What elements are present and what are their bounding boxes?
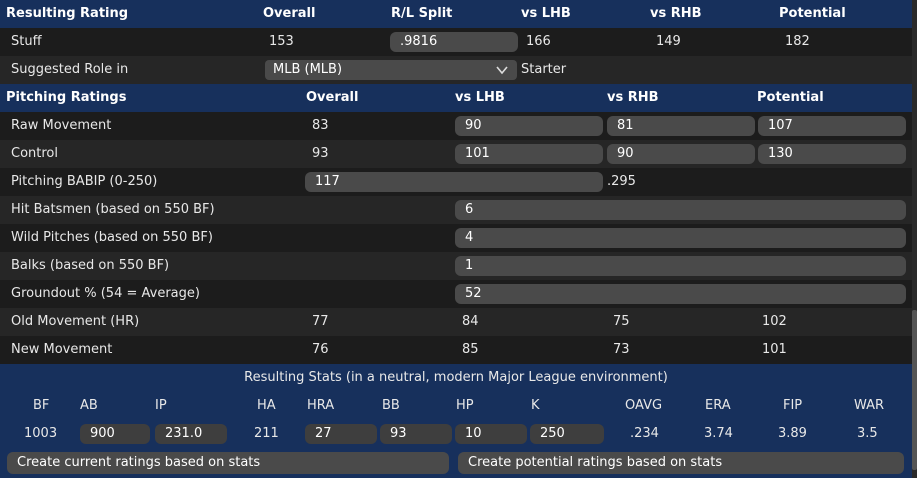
pitching-col-potential: Potential bbox=[757, 90, 824, 105]
old-movement-row: Old Movement (HR) 77 84 75 102 bbox=[0, 308, 912, 336]
raw-movement-potential[interactable]: 107 bbox=[758, 116, 906, 136]
col-vs-rhb: vs RHB bbox=[650, 6, 702, 21]
stat-value-war: 3.5 bbox=[857, 426, 878, 441]
control-potential[interactable]: 130 bbox=[758, 144, 906, 164]
stat-value-k[interactable]: 250 bbox=[530, 424, 604, 444]
control-vs-lhb[interactable]: 101 bbox=[455, 144, 603, 164]
hit-batsmen-field[interactable]: 6 bbox=[455, 200, 906, 220]
stat-value-hp[interactable]: 10 bbox=[455, 424, 527, 444]
wild-pitches-label: Wild Pitches (based on 550 BF) bbox=[11, 230, 213, 245]
groundout-label: Groundout % (54 = Average) bbox=[11, 286, 200, 301]
stat-value-ip[interactable]: 231.0 bbox=[155, 424, 227, 444]
stat-header-ip: IP bbox=[155, 398, 167, 413]
stat-header-oavg: OAVG bbox=[625, 398, 663, 413]
pitching-col-vs-lhb: vs LHB bbox=[455, 90, 505, 105]
vertical-scrollbar[interactable] bbox=[912, 0, 917, 478]
stat-value-ha: 211 bbox=[254, 426, 279, 441]
hit-batsmen-row: Hit Batsmen (based on 550 BF) 6 bbox=[0, 196, 912, 224]
balks-field[interactable]: 1 bbox=[455, 256, 906, 276]
babip-label: Pitching BABIP (0-250) bbox=[11, 174, 158, 189]
pitching-col-vs-rhb: vs RHB bbox=[607, 90, 659, 105]
balks-row: Balks (based on 550 BF) 1 bbox=[0, 252, 912, 280]
stat-header-war: WAR bbox=[854, 398, 885, 413]
new-movement-potential: 101 bbox=[762, 342, 787, 357]
babip-result: .295 bbox=[607, 174, 636, 189]
pitching-ratings-header: Pitching Ratings Overall vs LHB vs RHB P… bbox=[0, 84, 912, 112]
old-movement-vs-rhb: 75 bbox=[613, 314, 630, 329]
old-movement-overall: 77 bbox=[312, 314, 329, 329]
raw-movement-label: Raw Movement bbox=[11, 118, 112, 133]
chevron-down-icon bbox=[496, 66, 508, 75]
suggested-role-row: Suggested Role in MLB (MLB) Starter bbox=[0, 56, 912, 84]
groundout-field[interactable]: 52 bbox=[455, 284, 906, 304]
stat-value-fip: 3.89 bbox=[778, 426, 807, 441]
col-vs-lhb: vs LHB bbox=[521, 6, 571, 21]
resulting-stats-title-row: Resulting Stats (in a neutral, modern Ma… bbox=[0, 364, 912, 392]
old-movement-vs-lhb: 84 bbox=[462, 314, 479, 329]
col-overall: Overall bbox=[263, 6, 316, 21]
control-label: Control bbox=[11, 146, 58, 161]
col-rl-split: R/L Split bbox=[391, 6, 453, 21]
control-row: Control 93 101 90 130 bbox=[0, 140, 912, 168]
control-overall: 93 bbox=[312, 146, 329, 161]
stat-header-k: K bbox=[531, 398, 540, 413]
control-vs-rhb[interactable]: 90 bbox=[607, 144, 755, 164]
wild-pitches-field[interactable]: 4 bbox=[455, 228, 906, 248]
resulting-rating-header: Resulting Rating Overall R/L Split vs LH… bbox=[0, 0, 912, 28]
stat-value-oavg: .234 bbox=[630, 426, 659, 441]
scrollbar-thumb[interactable] bbox=[912, 310, 917, 470]
babip-field[interactable]: 117 bbox=[305, 172, 603, 192]
create-current-ratings-button[interactable]: Create current ratings based on stats bbox=[7, 452, 449, 474]
raw-movement-vs-rhb[interactable]: 81 bbox=[607, 116, 755, 136]
new-movement-row: New Movement 76 85 73 101 bbox=[0, 336, 912, 364]
stuff-vs-lhb: 166 bbox=[526, 34, 551, 49]
stat-header-bb: BB bbox=[382, 398, 400, 413]
stat-header-hra: HRA bbox=[307, 398, 335, 413]
stat-value-ab[interactable]: 900 bbox=[80, 424, 150, 444]
stats-header-row: BF AB IP HA HRA BB HP K OAVG ERA FIP WAR bbox=[0, 392, 912, 420]
stat-header-era: ERA bbox=[705, 398, 731, 413]
pitching-ratings-title: Pitching Ratings bbox=[6, 90, 127, 105]
new-movement-vs-rhb: 73 bbox=[613, 342, 630, 357]
stat-header-bf: BF bbox=[33, 398, 50, 413]
new-movement-label: New Movement bbox=[11, 342, 113, 357]
stat-header-fip: FIP bbox=[783, 398, 803, 413]
raw-movement-row: Raw Movement 83 90 81 107 bbox=[0, 112, 912, 140]
old-movement-potential: 102 bbox=[762, 314, 787, 329]
raw-movement-overall: 83 bbox=[312, 118, 329, 133]
pitching-col-overall: Overall bbox=[306, 90, 359, 105]
stuff-potential: 182 bbox=[785, 34, 810, 49]
raw-movement-vs-lhb[interactable]: 90 bbox=[455, 116, 603, 136]
stat-value-bb[interactable]: 93 bbox=[380, 424, 452, 444]
stat-header-ab: AB bbox=[80, 398, 98, 413]
resulting-stats-title: Resulting Stats (in a neutral, modern Ma… bbox=[244, 370, 668, 385]
new-movement-overall: 76 bbox=[312, 342, 329, 357]
wild-pitches-row: Wild Pitches (based on 550 BF) 4 bbox=[0, 224, 912, 252]
stat-header-ha: HA bbox=[257, 398, 276, 413]
stuff-row: Stuff 153 .9816 166 149 182 bbox=[0, 28, 912, 56]
league-select-value: MLB (MLB) bbox=[273, 62, 343, 77]
babip-row: Pitching BABIP (0-250) 117 .295 bbox=[0, 168, 912, 196]
new-movement-vs-lhb: 85 bbox=[462, 342, 479, 357]
league-select[interactable]: MLB (MLB) bbox=[265, 60, 517, 80]
stuff-overall: 153 bbox=[269, 34, 294, 49]
stuff-label: Stuff bbox=[11, 34, 42, 49]
hit-batsmen-label: Hit Batsmen (based on 550 BF) bbox=[11, 202, 215, 217]
stats-values-row: 1003 900 231.0 211 27 93 10 250 .234 3.7… bbox=[0, 420, 912, 448]
old-movement-label: Old Movement (HR) bbox=[11, 314, 140, 329]
groundout-row: Groundout % (54 = Average) 52 bbox=[0, 280, 912, 308]
suggested-role-value: Starter bbox=[521, 62, 567, 77]
stat-value-bf: 1003 bbox=[24, 426, 58, 441]
create-potential-ratings-button[interactable]: Create potential ratings based on stats bbox=[458, 452, 904, 474]
resulting-rating-title: Resulting Rating bbox=[6, 6, 129, 21]
stat-value-era: 3.74 bbox=[704, 426, 733, 441]
stat-header-hp: HP bbox=[456, 398, 474, 413]
balks-label: Balks (based on 550 BF) bbox=[11, 258, 170, 273]
suggested-role-label: Suggested Role in bbox=[11, 62, 129, 77]
stuff-vs-rhb: 149 bbox=[656, 34, 681, 49]
rl-split-field[interactable]: .9816 bbox=[390, 32, 518, 52]
stat-value-hra[interactable]: 27 bbox=[305, 424, 377, 444]
col-potential: Potential bbox=[779, 6, 846, 21]
